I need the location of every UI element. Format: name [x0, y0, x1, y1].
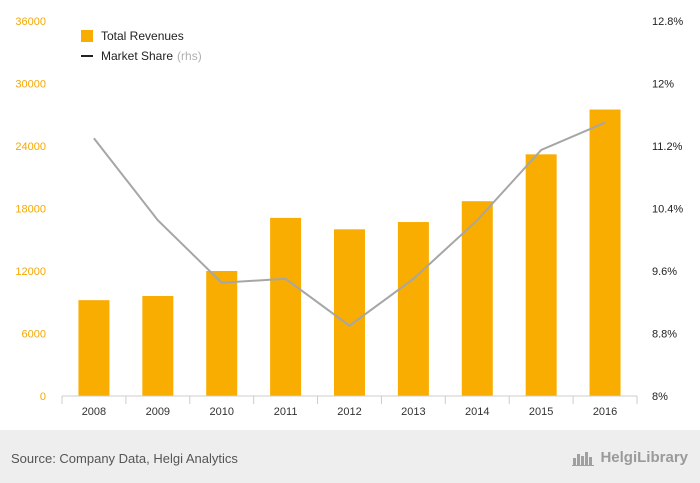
legend-label-total-revenues: Total Revenues — [101, 29, 184, 43]
bar-2015 — [525, 154, 557, 396]
right-axis: 8% 8.8% 9.6% 10.4% 11.2% 12% 12.8% — [652, 16, 683, 403]
footer: Source: Company Data, Helgi Analytics He… — [0, 430, 700, 483]
x-tick-label: 2013 — [401, 406, 425, 418]
brand-name: HelgiLibrary — [600, 448, 688, 466]
bar-2011 — [270, 217, 302, 396]
left-tick-label: 6000 — [22, 329, 46, 341]
x-tick-label: 2008 — [82, 406, 106, 418]
bar-2014 — [461, 201, 493, 396]
legend: Total Revenues Market Share (rhs) — [81, 29, 202, 63]
legend-label-market-share: Market Share (rhs) — [101, 49, 202, 63]
right-tick-label: 12% — [652, 79, 674, 91]
bar-2008 — [78, 300, 110, 396]
library-icon — [572, 452, 595, 466]
left-tick-label: 18000 — [15, 204, 46, 216]
left-tick-label: 30000 — [15, 79, 46, 91]
right-tick-label: 12.8% — [652, 16, 683, 28]
bar-2016 — [589, 109, 621, 397]
bar-2013 — [397, 222, 429, 396]
right-tick-label: 8.8% — [652, 329, 677, 341]
x-tick-label: 2010 — [209, 406, 233, 418]
x-tick-label: 2009 — [146, 406, 170, 418]
brand-logo[interactable]: HelgiLibrary — [572, 448, 688, 466]
legend-note-rhs: (rhs) — [177, 49, 202, 63]
left-tick-label: 0 — [40, 391, 46, 403]
x-tick-label: 2016 — [593, 406, 617, 418]
x-axis: 2008 2009 2010 2011 2012 2013 2014 2015 2016 — [61, 396, 638, 418]
x-tick-label: 2012 — [337, 406, 361, 418]
left-axis: 0 6000 12000 18000 24000 30000 36000 — [15, 16, 46, 403]
market-share-line — [93, 121, 606, 327]
x-tick-label: 2011 — [274, 406, 298, 418]
right-tick-label: 11.2% — [652, 141, 683, 153]
left-tick-label: 12000 — [15, 266, 46, 278]
bar-2010 — [206, 271, 238, 396]
bar-2012 — [334, 229, 365, 396]
source-text: Source: Company Data, Helgi Analytics — [11, 451, 238, 466]
left-tick-label: 24000 — [15, 141, 46, 153]
right-tick-label: 10.4% — [652, 204, 683, 216]
legend-label-market-share-text: Market Share — [101, 49, 173, 63]
x-tick-label: 2015 — [529, 406, 553, 418]
left-tick-label: 36000 — [15, 16, 46, 28]
legend-swatch-total-revenues — [81, 30, 93, 42]
bar-series — [78, 109, 621, 397]
right-tick-label: 9.6% — [652, 266, 677, 278]
bar-2009 — [142, 296, 174, 396]
x-tick-label: 2014 — [465, 406, 489, 418]
right-tick-label: 8% — [652, 391, 668, 403]
chart-canvas: 0 6000 12000 18000 24000 30000 36000 8% 8.8% 9.6… — [15, 16, 683, 418]
